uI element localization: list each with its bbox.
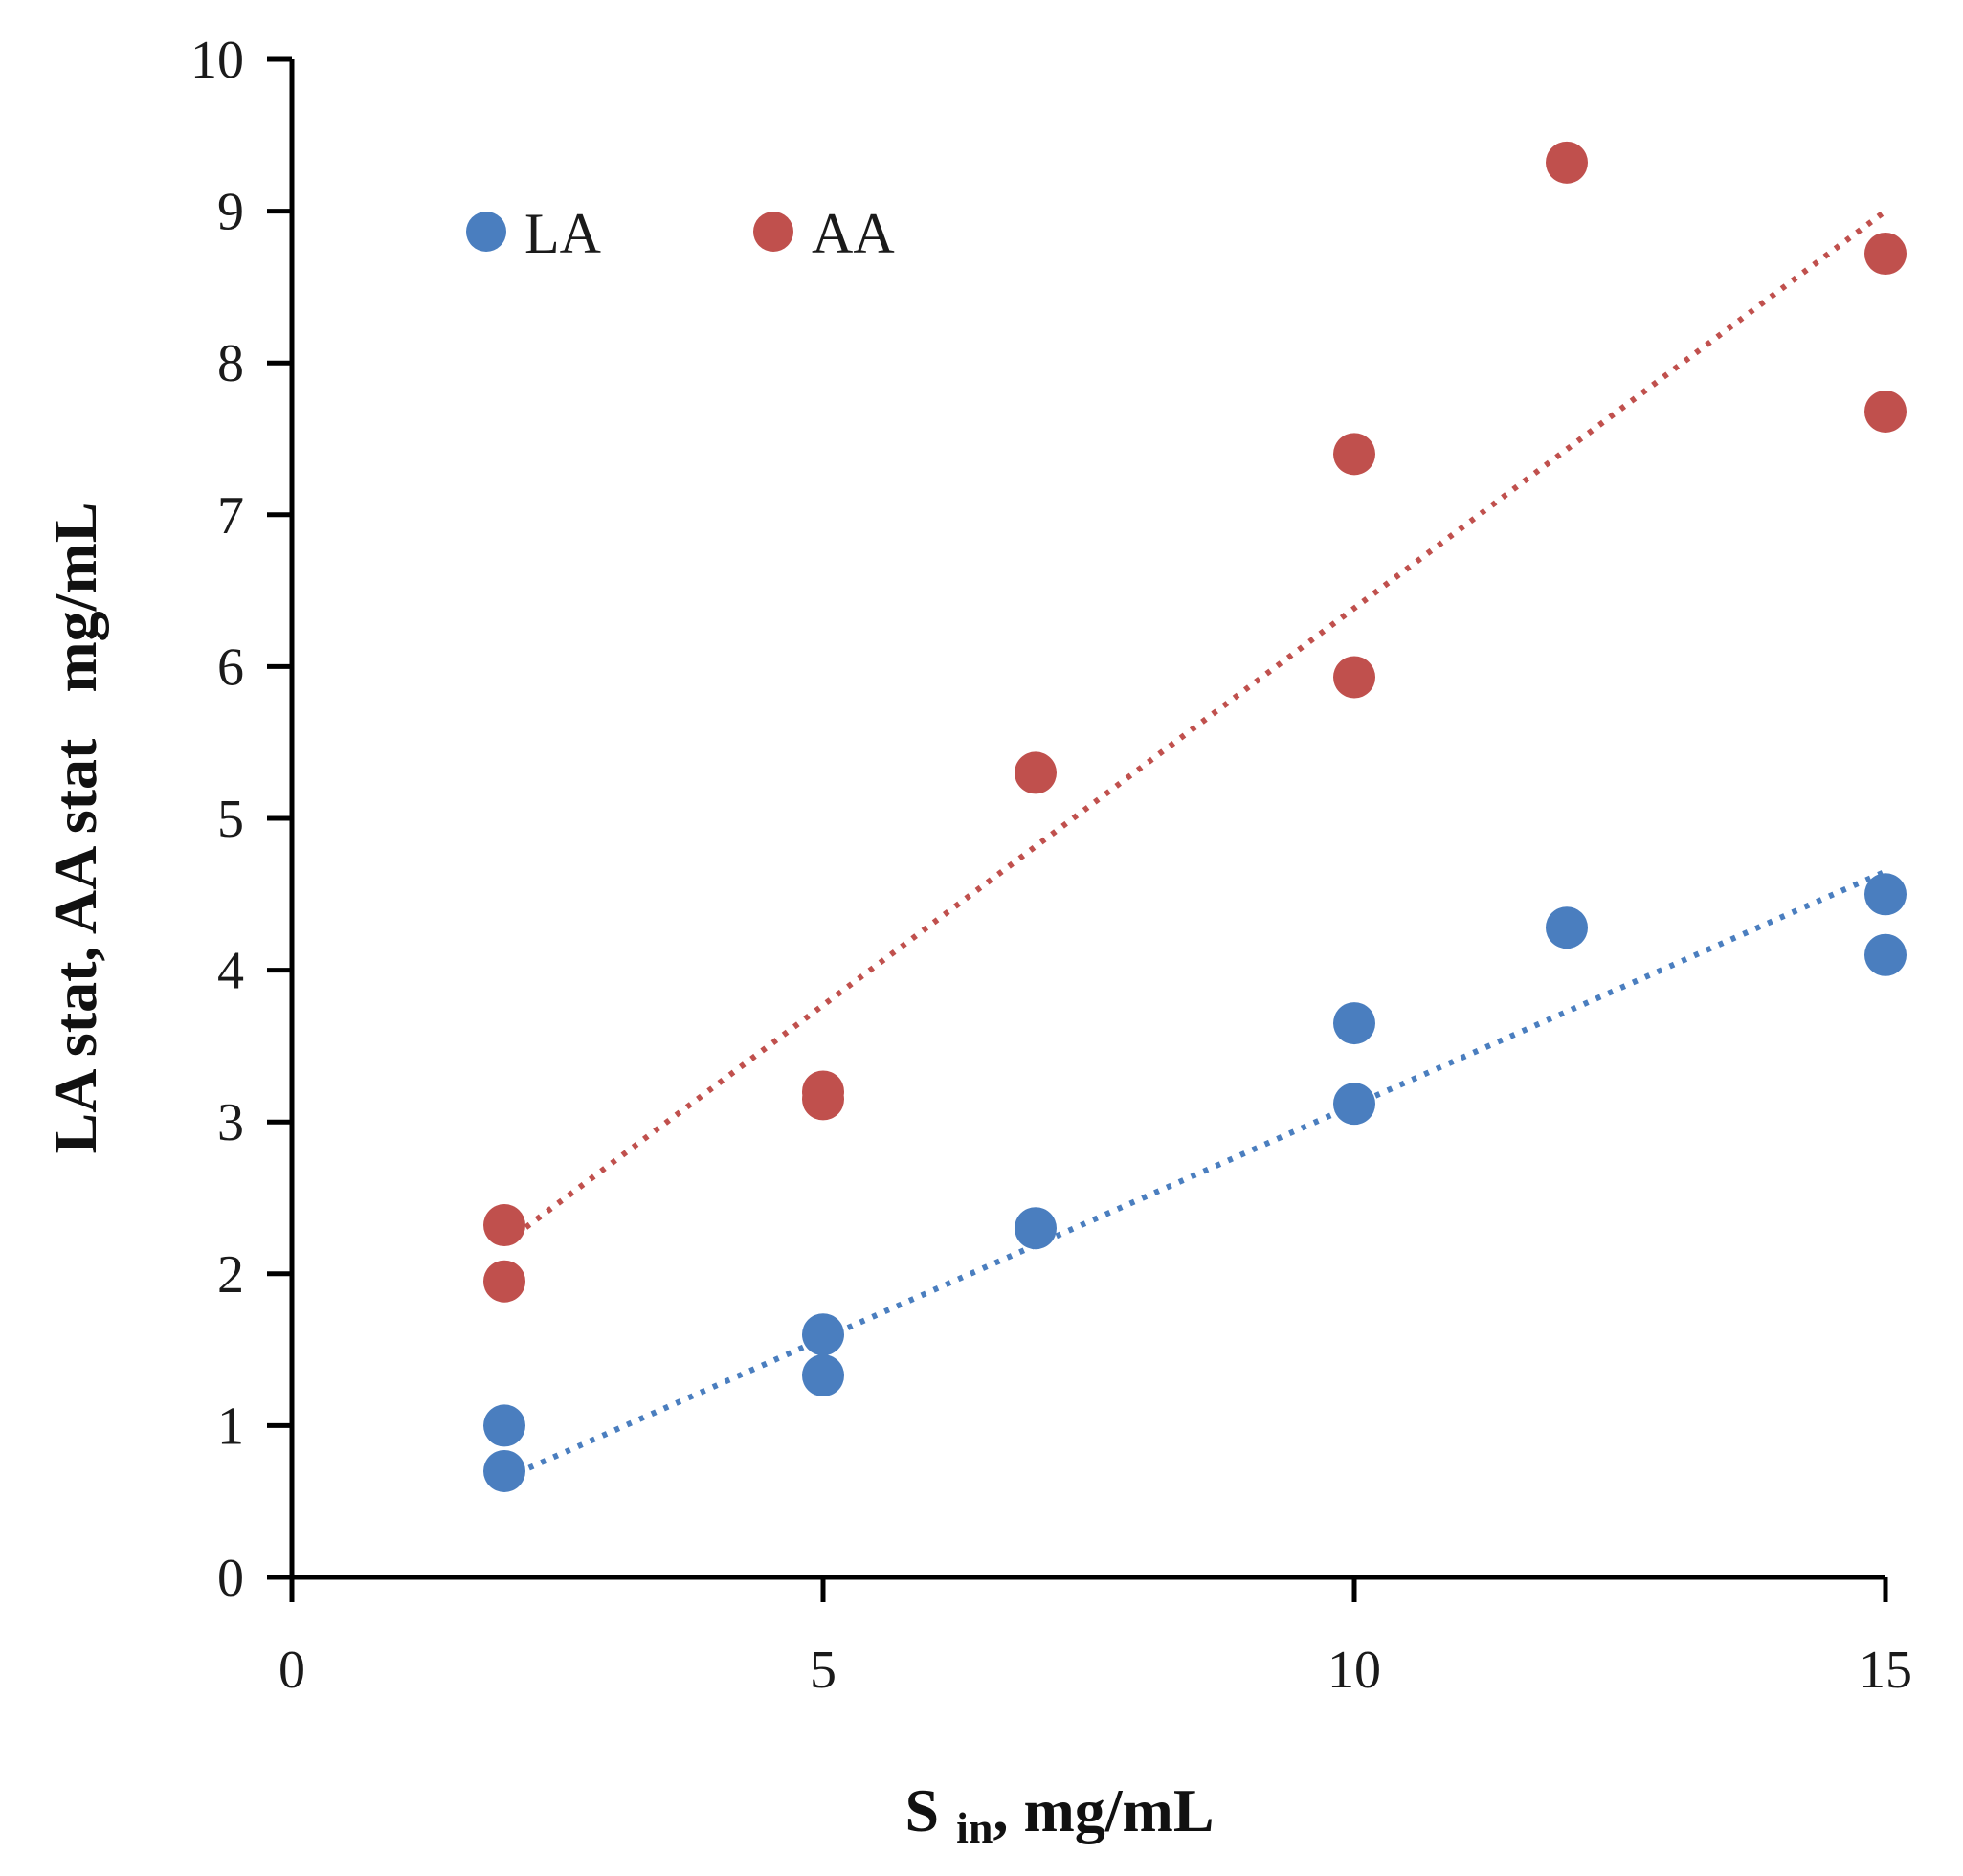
point-la xyxy=(1864,873,1907,916)
y-axis-title: LA stat, AA stat mg/mL xyxy=(41,502,109,1154)
point-aa xyxy=(1864,390,1907,433)
point-aa xyxy=(1333,656,1375,699)
x-axis-title-subscript: in xyxy=(956,1803,993,1852)
point-la xyxy=(1015,1207,1057,1250)
y-tick-label: 9 xyxy=(217,183,244,242)
y-tick-label: 0 xyxy=(217,1549,244,1608)
legend: LA AA xyxy=(466,202,895,265)
legend-marker-aa xyxy=(753,212,793,252)
x-axis-title-main: S xyxy=(904,1776,939,1844)
ticks-group: 0 1 2 3 4 5 6 7 8 9 10 0 5 10 15 xyxy=(190,31,1912,1700)
y-tick-label: 1 xyxy=(217,1396,244,1456)
trendline-la xyxy=(502,868,1887,1482)
point-aa xyxy=(1864,233,1907,276)
trendline-aa xyxy=(502,209,1887,1246)
point-la xyxy=(1333,1002,1375,1045)
y-tick-label: 5 xyxy=(217,790,244,849)
point-la xyxy=(802,1313,844,1356)
y-tick-label: 3 xyxy=(217,1093,244,1152)
trendlines-group xyxy=(502,209,1887,1482)
x-tick-label: 5 xyxy=(810,1641,837,1700)
legend-label-aa: AA xyxy=(812,202,895,265)
point-la xyxy=(483,1404,525,1447)
x-tick-label: 0 xyxy=(279,1641,305,1700)
legend-marker-la xyxy=(466,212,506,252)
point-la xyxy=(1333,1083,1375,1126)
x-tick-label: 10 xyxy=(1327,1641,1381,1700)
point-la xyxy=(802,1354,844,1397)
point-la xyxy=(1864,933,1907,976)
point-aa xyxy=(483,1204,525,1247)
y-tick-label: 4 xyxy=(217,942,244,1001)
point-la xyxy=(1546,906,1588,949)
y-tick-label: 6 xyxy=(217,637,244,697)
point-aa xyxy=(1333,433,1375,476)
points-group xyxy=(483,141,1907,1492)
x-tick-label: 15 xyxy=(1859,1641,1912,1700)
y-tick-label: 7 xyxy=(217,486,244,546)
legend-label-la: LA xyxy=(524,202,601,265)
point-aa xyxy=(802,1070,844,1113)
y-tick-label: 2 xyxy=(217,1245,244,1305)
y-tick-label: 8 xyxy=(217,334,244,393)
point-aa xyxy=(1015,751,1057,794)
point-la xyxy=(483,1449,525,1492)
point-aa xyxy=(483,1260,525,1303)
x-axis-title-units: , mg/mL xyxy=(993,1776,1214,1844)
y-tick-label: 10 xyxy=(190,31,244,90)
point-aa xyxy=(1546,141,1588,184)
